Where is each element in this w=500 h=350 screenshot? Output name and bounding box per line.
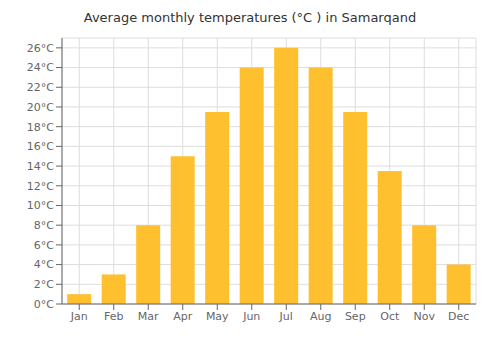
svg-text:20°C: 20°C [27, 101, 54, 114]
svg-text:Dec: Dec [448, 310, 469, 323]
svg-text:Nov: Nov [414, 310, 436, 323]
svg-text:16°C: 16°C [27, 140, 54, 153]
svg-text:Feb: Feb [104, 310, 123, 323]
svg-text:Oct: Oct [380, 310, 400, 323]
svg-text:12°C: 12°C [27, 180, 54, 193]
html-text:Average monthly temperatures (: Average monthly temperatures (°C ) in Sa… [83, 10, 417, 25]
svg-text:24°C: 24°C [27, 61, 54, 74]
svg-text:6°C: 6°C [34, 239, 54, 252]
svg-text:Aug: Aug [310, 310, 331, 323]
svg-text:Apr: Apr [173, 310, 193, 323]
svg-text:22°C: 22°C [27, 81, 54, 94]
svg-text:Mar: Mar [138, 310, 159, 323]
svg-text:Jul: Jul [279, 310, 293, 323]
svg-text:4°C: 4°C [34, 258, 54, 271]
svg-text:14°C: 14°C [27, 160, 54, 173]
svg-text:8°C: 8°C [34, 219, 54, 232]
svg-text:Jun: Jun [242, 310, 260, 323]
svg-text:0°C: 0°C [34, 298, 54, 311]
svg-text:May: May [206, 310, 229, 323]
svg-text:18°C: 18°C [27, 121, 54, 134]
svg-text:10°C: 10°C [27, 199, 54, 212]
svg-text:2°C: 2°C [34, 278, 54, 291]
svg-text:Jan: Jan [70, 310, 88, 323]
svg-text:Sep: Sep [345, 310, 366, 323]
svg-text:26°C: 26°C [27, 42, 54, 55]
